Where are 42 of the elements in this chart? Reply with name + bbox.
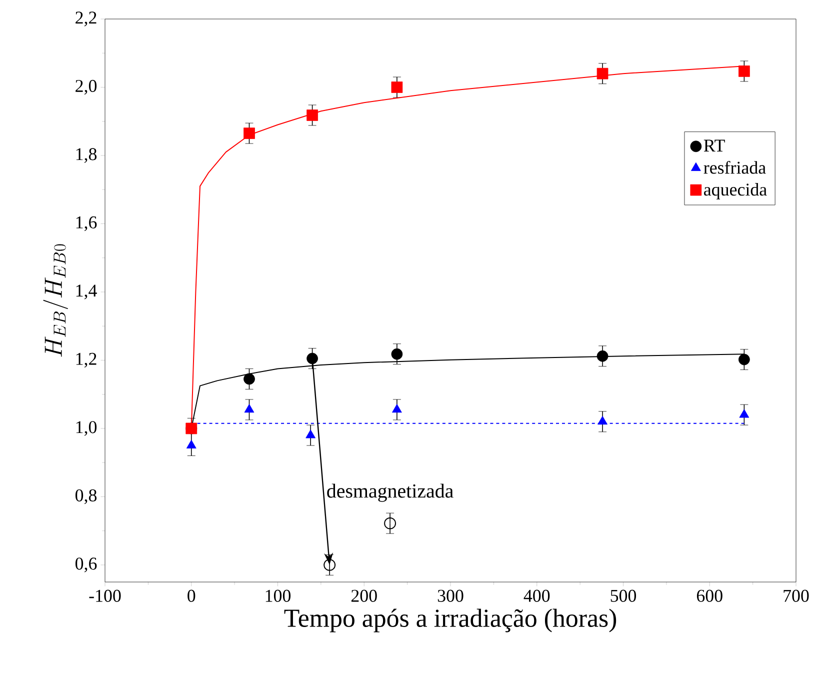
point: [391, 348, 403, 360]
y-tick-label: 0,6: [76, 558, 97, 572]
y-tick-label: 1,4: [76, 284, 97, 300]
point: [306, 110, 318, 121]
point: [384, 517, 396, 530]
point: [598, 416, 608, 425]
y-tick-label: 1,0: [76, 421, 97, 436]
y-tick-label: 1,2: [76, 352, 96, 368]
x-tick-label: 400: [524, 590, 550, 602]
point: [306, 352, 318, 364]
point: [392, 404, 402, 413]
y-tick-label: 2,0: [76, 80, 97, 95]
point: [244, 128, 255, 139]
point: [324, 558, 336, 571]
point: [186, 440, 196, 448]
legend-label: resfriada: [704, 160, 766, 174]
point: [306, 430, 316, 438]
x-tick-label: 200: [351, 590, 377, 602]
point: [596, 350, 608, 362]
point: [739, 409, 750, 418]
y-tick-label: 0,8: [76, 489, 97, 504]
x-tick-label: 100: [266, 590, 291, 602]
x-tick-label: 0: [188, 590, 196, 602]
annotation: desmagnetizada: [327, 484, 454, 502]
point: [596, 68, 608, 80]
x-axis-title: Tempo após a irradiação (horas): [284, 608, 616, 632]
point: [244, 404, 254, 413]
x-tick-label: 700: [784, 590, 809, 602]
point: [738, 354, 750, 366]
x-tick-label: 500: [610, 590, 636, 602]
x-tick-label: 300: [438, 590, 464, 602]
legend-label: RT: [704, 140, 725, 152]
point: [244, 373, 255, 385]
y-tick-label: 1,8: [76, 148, 97, 163]
y-axis-title: $H_{EB}/H_{EB0}$: [43, 244, 68, 357]
x-tick-label: 600: [696, 590, 722, 602]
legend-label: aquecida: [704, 183, 767, 200]
x-tick-label: -100: [89, 590, 121, 602]
point: [738, 66, 750, 77]
y-tick-label: 2,2: [76, 12, 96, 26]
point: [391, 82, 403, 93]
y-tick-label: 1,6: [76, 216, 97, 232]
